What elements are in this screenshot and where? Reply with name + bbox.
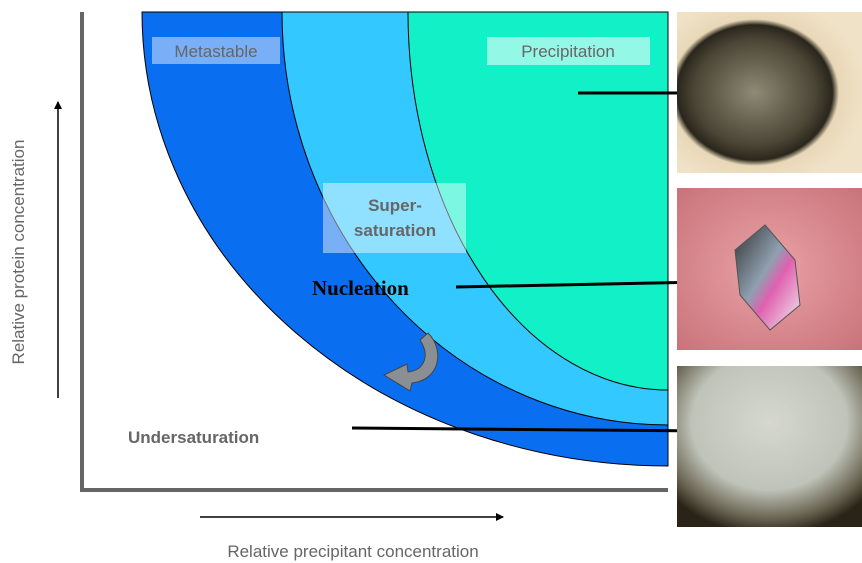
y-axis-label: Relative protein concentration bbox=[9, 140, 28, 365]
clear-drop-photo bbox=[677, 366, 862, 527]
supersaturation-label: Super- bbox=[368, 196, 422, 215]
nucleation-label: Nucleation bbox=[312, 276, 409, 300]
phase-diagram: Metastable Precipitation Super- saturati… bbox=[0, 0, 862, 563]
label-box bbox=[323, 183, 466, 253]
x-axis-label: Relative precipitant concentration bbox=[227, 542, 478, 561]
undersaturation-label: Undersaturation bbox=[128, 428, 259, 447]
precipitation-label: Precipitation bbox=[521, 42, 615, 61]
precipitate-photo bbox=[677, 12, 862, 173]
supersaturation-label: saturation bbox=[354, 221, 436, 240]
metastable-label: Metastable bbox=[174, 42, 257, 61]
